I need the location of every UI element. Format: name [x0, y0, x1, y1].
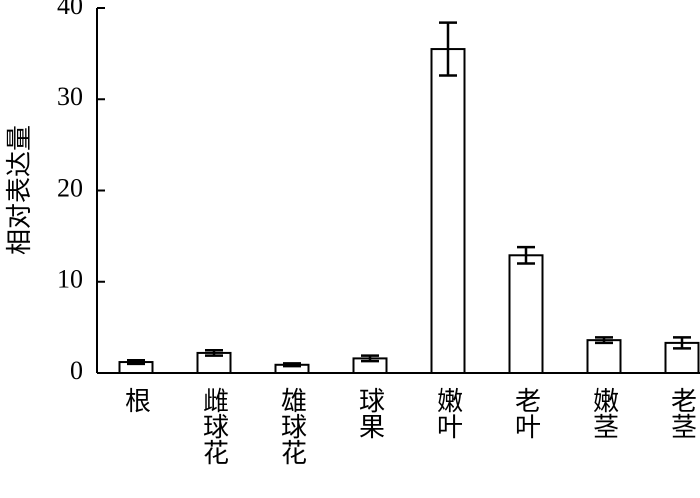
error-bar: [595, 336, 613, 345]
y-tick-label: 0: [70, 356, 83, 385]
bar: [586, 339, 622, 374]
x-tick-label: 老叶: [512, 387, 541, 439]
x-tick-label: 雌球花: [200, 387, 229, 465]
error-bar: [673, 336, 691, 350]
error-bar: [205, 348, 223, 357]
x-tick-label: 老茎: [668, 387, 697, 439]
error-bar: [127, 358, 145, 366]
x-tick-label: 根: [122, 387, 151, 413]
x-tick-label: 球果: [356, 387, 385, 439]
bar: [430, 48, 466, 374]
x-tick-label: 雄球花: [278, 387, 307, 465]
y-tick-label: 20: [57, 173, 83, 202]
bar: [508, 254, 544, 375]
x-tick-label: 嫩叶: [434, 387, 463, 439]
error-bar: [439, 21, 457, 77]
error-bar: [517, 245, 535, 265]
error-bar: [283, 362, 301, 368]
x-tick-label: 嫩茎: [590, 387, 619, 439]
y-tick-label: 10: [57, 265, 83, 294]
y-tick-label: 30: [57, 82, 83, 111]
error-bar: [361, 354, 379, 363]
y-tick-label: 40: [57, 0, 83, 20]
y-axis-label: 相对表达量: [5, 125, 34, 255]
